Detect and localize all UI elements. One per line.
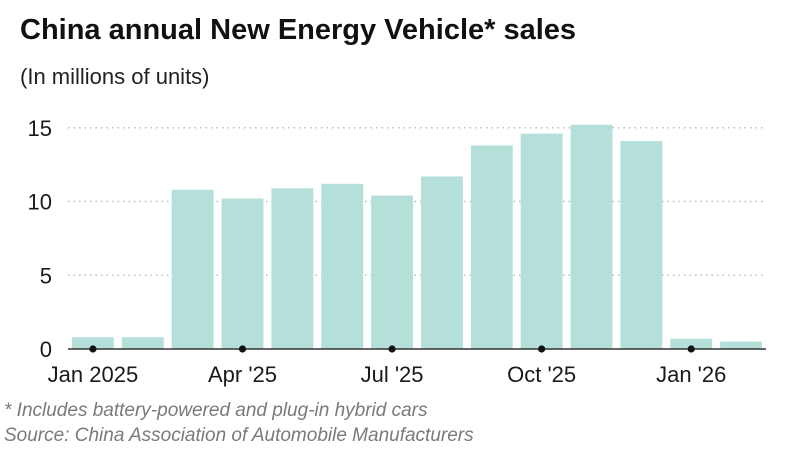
bar [71, 337, 114, 349]
x-axis-ticks: Jan 2025 Apr '25 Jul '25 Oct '25 Jan '26 [48, 345, 726, 387]
y-axis-ticks: 0 5 10 15 [28, 116, 52, 362]
bar [321, 183, 364, 349]
x-tick-label: Oct '25 [507, 362, 576, 387]
bar [720, 341, 763, 349]
bar [670, 338, 713, 349]
x-tick-dot [89, 345, 97, 353]
x-tick-label: Jan '26 [656, 362, 726, 387]
bar [171, 189, 214, 349]
x-tick-dot [238, 345, 247, 353]
footnote-note: * Includes battery-powered and plug-in h… [4, 400, 428, 421]
bar [570, 124, 613, 349]
y-tick-label: 10 [28, 190, 52, 215]
x-tick-label: Jan 2025 [48, 362, 139, 387]
chart-subtitle: (In millions of units) [20, 64, 210, 89]
bar [371, 195, 414, 349]
bar [470, 145, 513, 349]
bar [420, 176, 463, 349]
x-tick-dot [388, 345, 396, 353]
footnote-source: Source: China Association of Automobile … [4, 425, 474, 446]
bar [221, 198, 264, 349]
chart-title: China annual New Energy Vehicle* sales [20, 14, 577, 46]
y-tick-label: 15 [28, 116, 52, 141]
y-tick-label: 5 [40, 263, 52, 288]
bar [271, 188, 314, 349]
x-tick-dot [538, 345, 546, 353]
x-tick-dot [687, 345, 695, 353]
bar [520, 133, 563, 349]
bars [71, 124, 763, 349]
bar [620, 141, 663, 349]
x-tick-label: Jul '25 [361, 362, 424, 387]
bar [121, 337, 164, 349]
x-tick-label: Apr '25 [208, 362, 277, 387]
y-tick-label: 0 [40, 337, 52, 362]
